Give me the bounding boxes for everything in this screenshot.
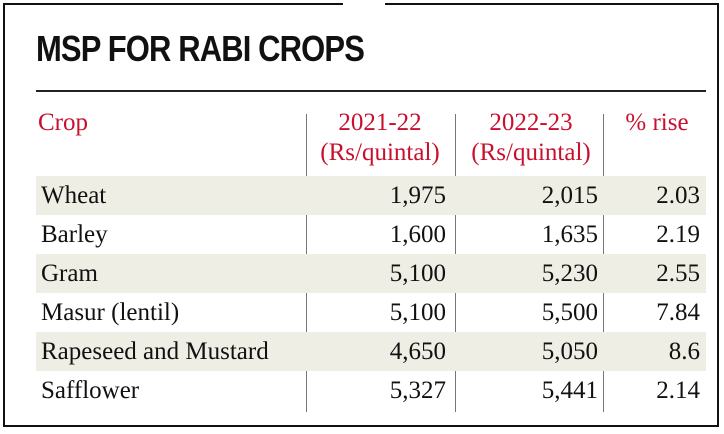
- msp-2021-22-cell: 5,327: [389, 377, 446, 404]
- header-2022-23: 2022-23 (Rs/quintal): [456, 108, 606, 168]
- crop-cell: Safflower: [41, 377, 140, 404]
- rise-cell: 2.19: [656, 221, 700, 248]
- msp-2021-22-cell: 5,100: [389, 299, 446, 326]
- header-2021-22-year: 2021-22: [338, 109, 422, 136]
- header-2021-22-unit: (Rs/quintal): [320, 139, 440, 166]
- crop-cell: Masur (lentil): [41, 299, 180, 326]
- header-2022-23-year: 2022-23: [489, 109, 573, 136]
- msp-2022-23-cell: 5,500: [541, 299, 598, 326]
- msp-2021-22-cell: 1,975: [389, 182, 446, 209]
- frame-gap: [343, 2, 385, 8]
- crop-cell: Wheat: [41, 182, 107, 209]
- table-title: MSP FOR RABI CROPS: [36, 28, 365, 69]
- rise-cell: 7.84: [656, 299, 700, 326]
- msp-2022-23-cell: 1,635: [541, 221, 598, 248]
- crop-cell: Gram: [41, 260, 98, 287]
- msp-2021-22-cell: 1,600: [389, 221, 446, 248]
- crop-cell: Barley: [41, 221, 108, 248]
- table-row: Gram 5,100 5,230 2.55: [36, 254, 706, 293]
- header-2022-23-unit: (Rs/quintal): [471, 139, 591, 166]
- title-rule: [36, 90, 706, 92]
- msp-2022-23-cell: 5,050: [541, 338, 598, 365]
- table-row: Safflower 5,327 5,441 2.14: [36, 371, 706, 410]
- table-header: Crop 2021-22 (Rs/quintal) 2022-23 (Rs/qu…: [36, 108, 706, 172]
- header-rise: % rise: [625, 109, 689, 136]
- msp-2021-22-cell: 4,650: [389, 338, 446, 365]
- table-body: Wheat 1,975 2,015 2.03 Barley 1,600 1,63…: [36, 176, 706, 410]
- header-crop: Crop: [38, 109, 88, 136]
- msp-2022-23-cell: 5,230: [541, 260, 598, 287]
- crop-cell: Rapeseed and Mustard: [41, 338, 269, 365]
- table-row: Masur (lentil) 5,100 5,500 7.84: [36, 293, 706, 332]
- rise-cell: 2.55: [656, 260, 700, 287]
- rise-cell: 2.03: [656, 182, 700, 209]
- msp-2022-23-cell: 2,015: [541, 182, 598, 209]
- table-row: Rapeseed and Mustard 4,650 5,050 8.6: [36, 332, 706, 371]
- table-row: Barley 1,600 1,635 2.19: [36, 215, 706, 254]
- msp-2021-22-cell: 5,100: [389, 260, 446, 287]
- table-row: Wheat 1,975 2,015 2.03: [36, 176, 706, 215]
- msp-2022-23-cell: 5,441: [541, 377, 598, 404]
- rise-cell: 8.6: [668, 338, 700, 365]
- header-2021-22: 2021-22 (Rs/quintal): [306, 108, 454, 168]
- rise-cell: 2.14: [656, 377, 700, 404]
